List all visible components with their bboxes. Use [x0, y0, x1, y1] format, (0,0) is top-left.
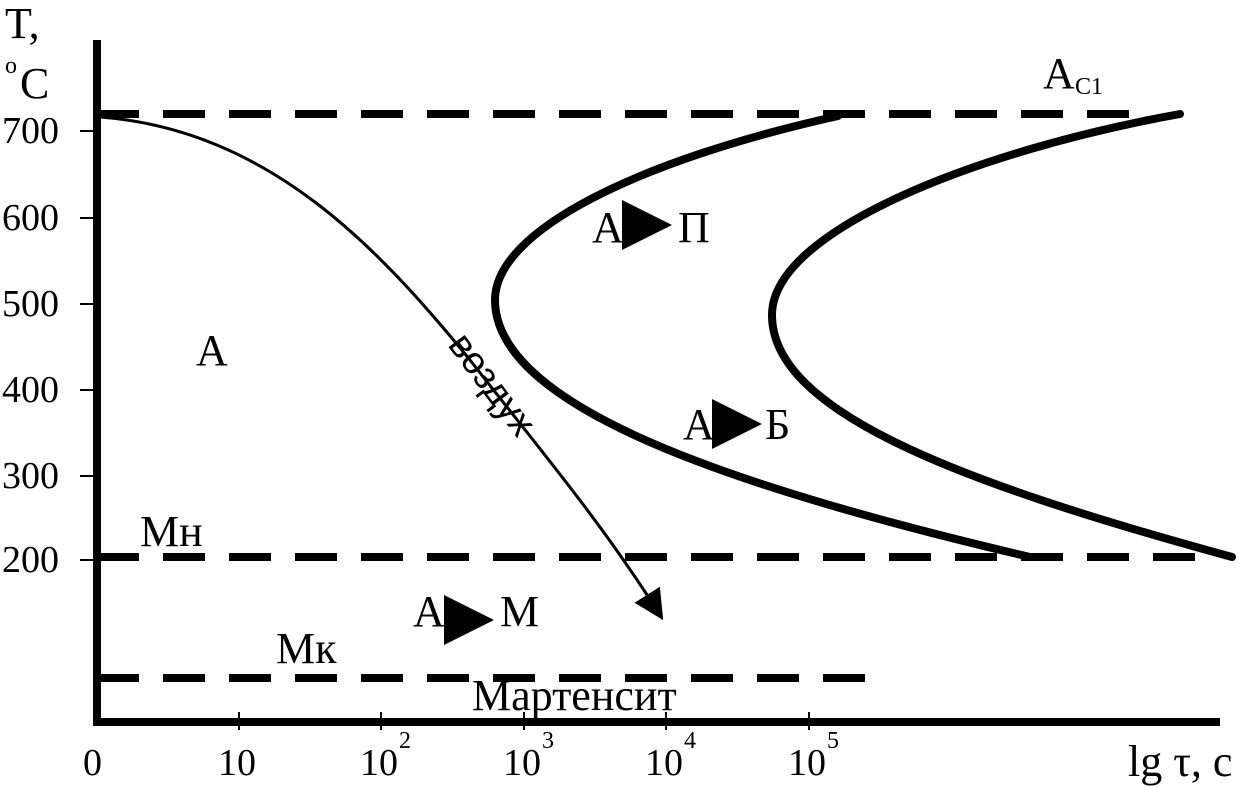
x-tick-label: 10	[788, 742, 826, 784]
air-cooling-label: воздух	[440, 325, 544, 444]
x-tick-label: 10	[503, 742, 541, 784]
ac1-label: A	[1043, 49, 1075, 98]
y-axis-degree: o	[5, 53, 17, 79]
x-tick-exponent: 4	[684, 728, 696, 754]
martensite-label: Мартенсит	[472, 671, 677, 720]
austenite-label: А	[196, 326, 228, 375]
air-cooling-curve	[99, 115, 664, 621]
a-to-m-from: А	[413, 587, 445, 636]
x-tick-label: 0	[83, 742, 102, 784]
a-to-b-from: А	[683, 400, 715, 449]
y-axis-title: T,	[5, 0, 40, 48]
y-ticks	[80, 130, 97, 561]
y-tick-label: 500	[2, 283, 59, 325]
x-tick-label: 10	[218, 742, 256, 784]
transformation-start-curve	[490, 112, 1034, 561]
a-to-p-from: А	[592, 203, 624, 252]
y-tick-label: 300	[2, 455, 59, 497]
a-to-m-to: М	[500, 587, 539, 636]
mk-label: Мк	[276, 624, 337, 673]
x-tick-label: 10	[645, 742, 683, 784]
a-to-p-to: П	[678, 203, 710, 252]
x-axis-title: lg τ, c	[1128, 737, 1232, 786]
y-tick-label: 400	[2, 369, 59, 411]
mn-label: Мн	[140, 507, 203, 556]
ac1-subscript: С1	[1075, 74, 1103, 100]
x-tick-exponent: 5	[827, 728, 839, 754]
y-tick-label: 200	[2, 539, 59, 581]
y-tick-label: 700	[2, 110, 59, 152]
y-axis-unit: C	[20, 59, 49, 108]
transformation-end-curve	[767, 110, 1236, 561]
x-tick-exponent: 2	[399, 728, 411, 754]
x-tick-label: 10	[360, 742, 398, 784]
a-to-b-to: Б	[765, 400, 790, 449]
x-tick-exponent: 3	[542, 728, 554, 754]
y-tick-label: 600	[2, 197, 59, 239]
x-ticks	[238, 712, 810, 730]
